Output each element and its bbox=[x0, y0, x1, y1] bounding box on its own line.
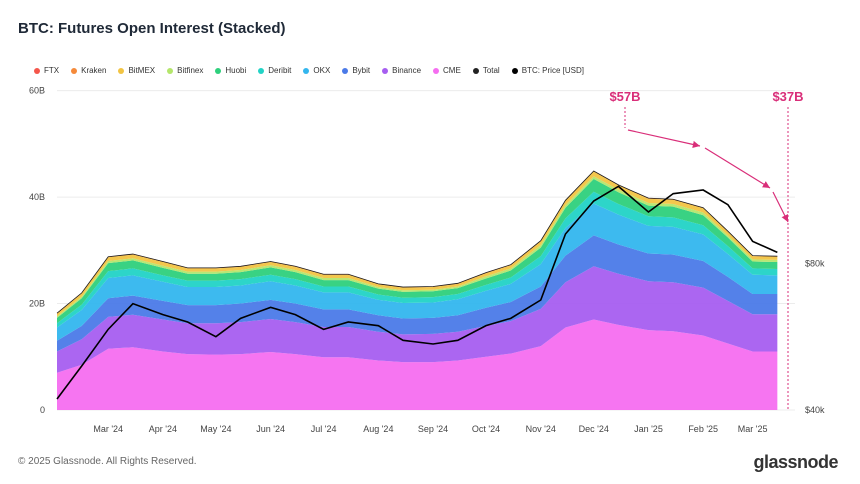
legend-label: Binance bbox=[392, 66, 422, 75]
legend-item-bitfinex[interactable]: Bitfinex bbox=[167, 66, 203, 75]
legend-item-ftx[interactable]: FTX bbox=[34, 66, 59, 75]
x-tick-label: Dec '24 bbox=[579, 424, 609, 434]
x-tick-label: Apr '24 bbox=[149, 424, 177, 434]
legend-item-bitmex[interactable]: BitMEX bbox=[118, 66, 155, 75]
x-tick-label: Jan '25 bbox=[634, 424, 663, 434]
x-tick-label: Oct '24 bbox=[472, 424, 500, 434]
legend-label: Bitfinex bbox=[177, 66, 204, 75]
legend-item-bybit[interactable]: Bybit bbox=[342, 66, 370, 75]
x-tick-label: Jul '24 bbox=[311, 424, 337, 434]
area-bybit bbox=[57, 235, 778, 352]
legend-label: BitMEX bbox=[128, 66, 156, 75]
area-bitmex bbox=[57, 171, 778, 317]
area-binance bbox=[57, 266, 778, 373]
series-price-line bbox=[56, 185, 778, 400]
legend-label: BTC: Price [USD] bbox=[521, 66, 584, 75]
legend-swatch bbox=[342, 67, 349, 74]
copyright-footer: © 2025 Glassnode. All Rights Reserved. bbox=[18, 456, 197, 467]
legend-swatch bbox=[71, 67, 78, 74]
legend-swatch bbox=[34, 67, 40, 74]
legend-swatch bbox=[167, 67, 174, 74]
y-right-tick-label: $40k bbox=[805, 405, 825, 415]
y-left-tick-label: 0 bbox=[40, 405, 45, 415]
legend-swatch bbox=[511, 67, 518, 74]
legend-swatch bbox=[215, 67, 222, 74]
legend-item-deribit[interactable]: Deribit bbox=[258, 66, 291, 75]
legend-label: OKX bbox=[313, 66, 331, 75]
y-left-tick-label: 40B bbox=[29, 192, 45, 202]
y-left-tick-label: 60B bbox=[29, 86, 45, 96]
legend-label: Bybit bbox=[352, 66, 371, 75]
area-deribit bbox=[57, 191, 778, 328]
trend-arrow bbox=[772, 191, 789, 223]
chart-title: BTC: Futures Open Interest (Stacked) bbox=[18, 20, 286, 37]
trend-arrow bbox=[627, 129, 701, 148]
legend-label: Kraken bbox=[81, 66, 107, 75]
legend-item-total[interactable]: Total bbox=[472, 66, 500, 75]
legend-item-okx[interactable]: OKX bbox=[303, 66, 330, 75]
series-total-line bbox=[56, 170, 778, 314]
legend-swatch bbox=[303, 67, 310, 74]
legend-swatch bbox=[472, 67, 479, 74]
x-tick-label: May '24 bbox=[200, 424, 231, 434]
legend-label: CME bbox=[443, 66, 461, 75]
legend-item-cme[interactable]: CME bbox=[433, 66, 461, 75]
legend-swatch bbox=[258, 67, 265, 74]
legend-label: Deribit bbox=[268, 66, 292, 75]
x-tick-label: Nov '24 bbox=[526, 424, 556, 434]
area-okx bbox=[57, 203, 778, 341]
x-tick-label: Sep '24 bbox=[418, 424, 448, 434]
legend-label: Total bbox=[482, 66, 500, 75]
y-right-tick-label: $80k bbox=[805, 258, 825, 268]
y-left-tick-label: 20B bbox=[29, 299, 45, 309]
x-tick-label: Mar '24 bbox=[93, 424, 123, 434]
x-tick-label: Feb '25 bbox=[688, 424, 718, 434]
chart-legend: FTX Kraken BitMEX Bitfinex Huobi Deribit OKX By… bbox=[34, 66, 584, 75]
legend-label: Huobi bbox=[225, 66, 247, 75]
trend-arrow bbox=[704, 147, 771, 189]
area-cme bbox=[57, 319, 778, 410]
legend-item-btc-price-usd[interactable]: BTC: Price [USD] bbox=[511, 66, 584, 75]
legend-swatch bbox=[382, 67, 389, 74]
legend-swatch bbox=[433, 67, 440, 74]
x-tick-label: Mar '25 bbox=[738, 424, 768, 434]
legend-label: FTX bbox=[44, 66, 60, 75]
legend-item-kraken[interactable]: Kraken bbox=[71, 66, 106, 75]
x-tick-label: Jun '24 bbox=[256, 424, 285, 434]
legend-swatch bbox=[118, 67, 125, 74]
annotation-label: $57B bbox=[609, 89, 640, 104]
annotation-label: $37B bbox=[772, 89, 803, 104]
x-tick-label: Aug '24 bbox=[363, 424, 393, 434]
legend-item-binance[interactable]: Binance bbox=[382, 66, 421, 75]
area-huobi bbox=[57, 179, 778, 324]
legend-item-huobi[interactable]: Huobi bbox=[215, 66, 246, 75]
brand-logo: glassnode bbox=[753, 452, 838, 472]
